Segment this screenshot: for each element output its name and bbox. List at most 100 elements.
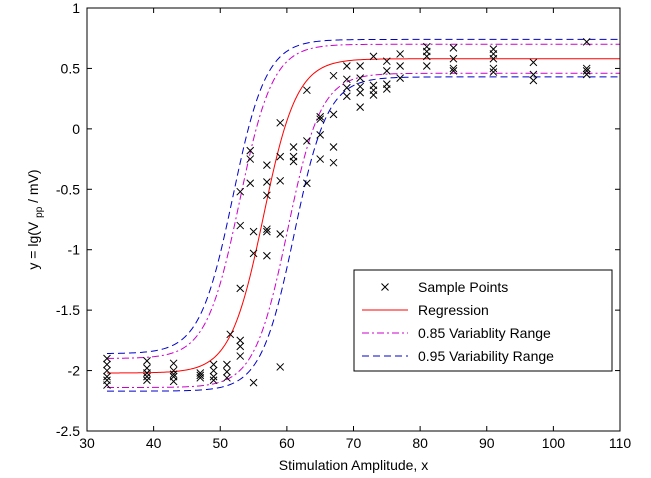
- sample-point: [329, 110, 338, 119]
- sample-point: [303, 179, 311, 188]
- sample-point: [263, 191, 271, 200]
- sample-point: [316, 131, 325, 139]
- sample-point: [143, 372, 151, 381]
- sample-point: [529, 70, 538, 79]
- legend-entry: 0.95 Variability Range: [362, 348, 554, 364]
- sample-point: [582, 70, 591, 79]
- sample-point: [196, 371, 205, 380]
- x-tick-label: 70: [346, 435, 362, 451]
- sample-point: [316, 155, 325, 163]
- sample-point: [236, 221, 245, 230]
- y-tick-label: -2.5: [56, 423, 80, 439]
- sample-point: [316, 112, 325, 121]
- legend-label: 0.85 Variablity Range: [418, 325, 551, 341]
- x-tick-labels: 30 40 50 60 70 80 90 100 110: [79, 435, 631, 451]
- sample-point: [226, 330, 235, 339]
- legend-swatch: [381, 283, 389, 291]
- sample-point: [422, 42, 431, 51]
- sample-point: [236, 187, 245, 196]
- legend-entry: Sample Points: [381, 279, 508, 295]
- sample-point: [382, 57, 391, 66]
- sample-point-markers: [103, 37, 591, 389]
- sample-point: [342, 62, 351, 70]
- sample-point: [103, 381, 111, 389]
- sample-point: [143, 357, 151, 365]
- sample-point: [169, 377, 178, 386]
- sample-point: [209, 372, 218, 381]
- legend-box: [353, 269, 613, 372]
- sample-point: [276, 363, 285, 371]
- sample-point: [236, 342, 245, 351]
- sample-point: [529, 76, 538, 85]
- sample-point: [236, 352, 245, 360]
- sample-point: [329, 71, 338, 80]
- sample-point: [209, 360, 218, 369]
- sample-point: [289, 152, 298, 161]
- sample-point: [169, 370, 178, 379]
- sample-point: [209, 376, 218, 385]
- sample-point: [303, 137, 311, 145]
- sample-point: [316, 115, 325, 124]
- sample-point: [396, 50, 404, 58]
- sample-point: [263, 251, 271, 260]
- y-axis-label-subscript: pp: [34, 206, 45, 218]
- sample-point: [236, 336, 245, 345]
- sample-point: [342, 83, 351, 92]
- sample-point: [489, 45, 498, 53]
- sample-point: [449, 64, 458, 73]
- y-tick-label: 1: [72, 0, 80, 16]
- sample-point: [449, 44, 458, 52]
- y-tick-label: 0: [72, 121, 80, 137]
- sample-point: [196, 373, 205, 382]
- regression-line: [106, 58, 620, 374]
- sample-point: [289, 143, 298, 151]
- sample-point: [246, 179, 255, 188]
- sample-point: [223, 373, 231, 382]
- sample-point: [103, 372, 111, 381]
- sample-point: [582, 37, 591, 46]
- sample-point: [169, 359, 178, 368]
- sample-point: [329, 143, 338, 151]
- x-tick-label: 40: [146, 435, 162, 451]
- sample-point: [209, 366, 218, 375]
- sample-point: [263, 227, 271, 236]
- sample-point: [582, 64, 591, 73]
- sample-point: [143, 376, 151, 385]
- x-tick-label: 80: [412, 435, 428, 451]
- sample-point: [246, 155, 255, 163]
- sample-point: [582, 66, 591, 75]
- sample-point: [356, 88, 365, 97]
- plot-frame: [86, 7, 621, 432]
- sample-point: [396, 74, 404, 82]
- y-tick-label: -0.5: [56, 181, 80, 197]
- sample-point: [276, 118, 285, 127]
- x-tick-label: 100: [542, 435, 566, 451]
- legend-entry: 0.85 Variablity Range: [362, 325, 551, 341]
- sample-point: [103, 360, 111, 369]
- y-tick-label: 0.5: [61, 60, 81, 76]
- x-tick-label: 50: [212, 435, 228, 451]
- sample-point: [249, 227, 258, 236]
- sample-point: [223, 360, 231, 369]
- sample-point: [529, 58, 538, 67]
- y-tick-label: -2: [68, 363, 81, 379]
- sample-point: [249, 378, 258, 387]
- band-85-lower: [106, 72, 620, 388]
- sample-point: [236, 284, 245, 293]
- sample-point: [382, 66, 391, 75]
- y-axis-label-suffix: / mV): [25, 169, 41, 202]
- sample-point: [276, 230, 285, 238]
- sample-point: [103, 366, 111, 375]
- sample-point: [356, 74, 365, 82]
- sample-point: [356, 103, 365, 111]
- sample-point: [396, 62, 404, 70]
- sample-point: [356, 62, 365, 70]
- sample-point: [143, 369, 151, 377]
- sample-point: [369, 81, 378, 90]
- band-85-upper: [106, 43, 620, 359]
- legend-entry: Regression: [362, 302, 489, 318]
- sample-point: [249, 249, 258, 258]
- sample-point: [303, 86, 311, 95]
- sample-point: [422, 62, 431, 70]
- y-axis-label-prefix: y = lg(V: [25, 221, 41, 270]
